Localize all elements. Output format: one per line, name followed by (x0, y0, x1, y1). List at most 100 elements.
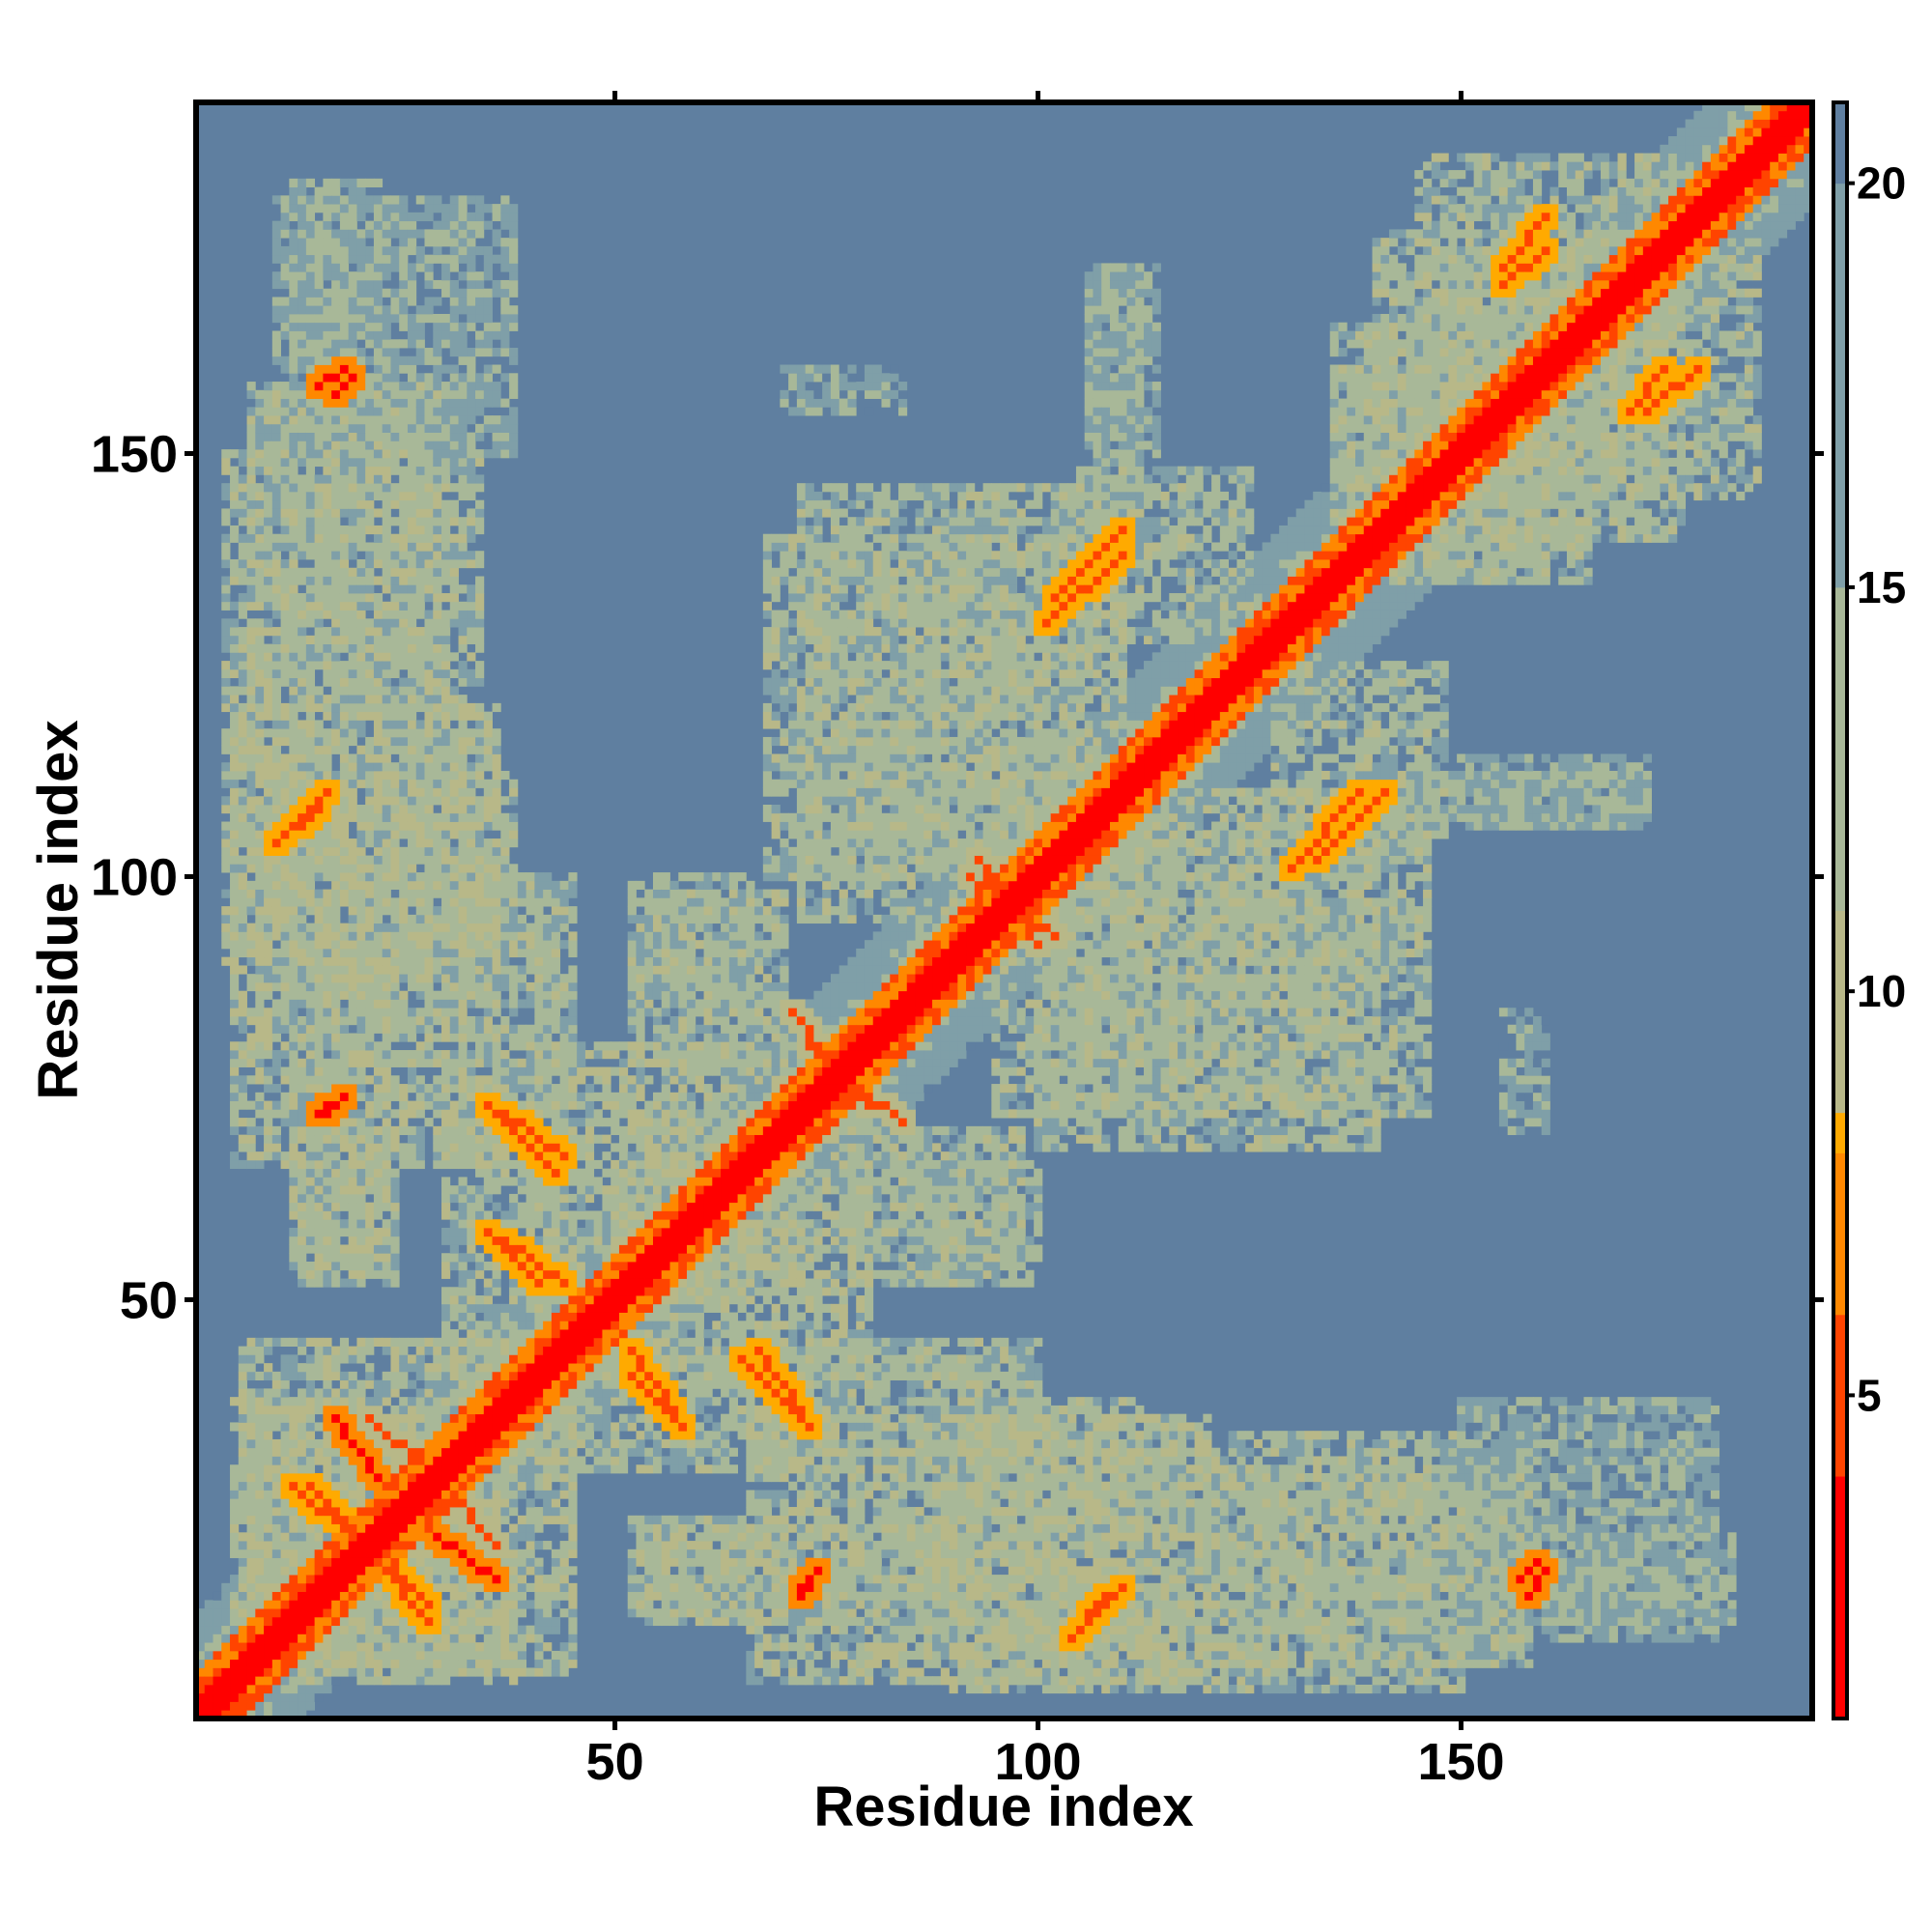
heatmap-cell (289, 1634, 298, 1643)
heatmap-cell (305, 1143, 316, 1152)
heatmap-cell (467, 1075, 476, 1085)
heatmap-cell (348, 1523, 357, 1533)
heatmap-cell (458, 339, 468, 349)
heatmap-cell (449, 1236, 459, 1245)
heatmap-cell (483, 1667, 493, 1677)
heatmap-cell (415, 668, 425, 679)
heatmap-cell (382, 974, 391, 983)
heatmap-cell (305, 1684, 316, 1694)
heatmap-cell (348, 1066, 357, 1076)
heatmap-cell (339, 1642, 350, 1652)
heatmap-cell (500, 415, 510, 425)
heatmap-cell (441, 1151, 451, 1161)
heatmap-cell (339, 1100, 350, 1110)
heatmap-cell (500, 974, 510, 983)
heatmap-cell (399, 601, 409, 611)
heatmap-cell (323, 635, 332, 644)
heatmap-cell (298, 1642, 307, 1652)
heatmap-cell (483, 1346, 493, 1355)
heatmap-cell (441, 330, 451, 340)
heatmap-cell (365, 407, 375, 416)
heatmap-cell (255, 981, 265, 992)
heatmap-cell (449, 1379, 459, 1389)
heatmap-cell (475, 1490, 485, 1499)
heatmap-cell (382, 1447, 391, 1457)
heatmap-cell (298, 981, 307, 992)
heatmap-cell (323, 1058, 332, 1067)
heatmap-cell (467, 956, 476, 966)
heatmap-cell (264, 382, 273, 391)
heatmap-cell (339, 533, 350, 543)
heatmap-cell (331, 956, 341, 966)
heatmap-cell (441, 593, 451, 603)
heatmap-cell (390, 1075, 400, 1085)
heatmap-cell (500, 1541, 510, 1550)
heatmap-cell (399, 1405, 409, 1415)
heatmap-cell (382, 948, 391, 958)
heatmap-cell (365, 661, 375, 670)
heatmap-cell (238, 1084, 247, 1094)
heatmap-cell (323, 1066, 332, 1076)
heatmap-cell (238, 1515, 247, 1524)
heatmap-cell (483, 1177, 493, 1186)
heatmap-cell (382, 897, 391, 907)
heatmap-cell (230, 1548, 240, 1558)
heatmap-cell (289, 686, 298, 696)
heatmap-cell (221, 838, 231, 848)
heatmap-cell (204, 1625, 213, 1634)
heatmap-cell (314, 1253, 324, 1263)
heatmap-cell (314, 1278, 324, 1288)
heatmap-cell (399, 238, 409, 247)
heatmap-cell (365, 1337, 375, 1347)
heatmap-cell (390, 711, 400, 721)
heatmap-cell (407, 981, 417, 992)
heatmap-cell (390, 1363, 400, 1373)
heatmap-cell (500, 322, 510, 331)
heatmap-cell (458, 1177, 468, 1186)
heatmap-cell (271, 457, 281, 468)
heatmap-cell (373, 195, 384, 205)
heatmap-cell (399, 339, 409, 349)
heatmap-cell (255, 838, 265, 848)
heatmap-cell (475, 753, 485, 763)
heatmap-cell (348, 931, 357, 941)
heatmap-cell (314, 812, 324, 822)
heatmap-cell (467, 1287, 476, 1296)
heatmap-cell (365, 220, 375, 230)
heatmap-cell (264, 1515, 273, 1524)
heatmap-cell (449, 1185, 459, 1195)
heatmap-cell (441, 1447, 451, 1457)
heatmap-cell (365, 263, 375, 272)
heatmap-cell (365, 914, 375, 924)
heatmap-cell (289, 880, 298, 890)
heatmap-cell (424, 872, 434, 882)
heatmap-cell (271, 348, 281, 357)
heatmap-cell (356, 1397, 366, 1406)
heatmap-cell (382, 322, 391, 331)
heatmap-cell (475, 229, 485, 239)
heatmap-cell (255, 1515, 265, 1524)
heatmap-cell (433, 643, 442, 653)
heatmap-cell (221, 643, 231, 653)
heatmap-cell (441, 1134, 451, 1144)
heatmap-cell (271, 745, 281, 754)
heatmap-cell (305, 1092, 316, 1101)
heatmap-cell (407, 956, 417, 966)
heatmap-cell (415, 355, 425, 365)
heatmap-cell (365, 1438, 375, 1449)
heatmap-cell (449, 382, 459, 391)
heatmap-cell (373, 1015, 384, 1026)
heatmap-cell (449, 1312, 459, 1321)
heatmap-cell (331, 728, 341, 738)
heatmap-cell (238, 948, 247, 958)
heatmap-cell (339, 1253, 350, 1263)
heatmap-cell (492, 1431, 501, 1440)
heatmap-cell (298, 279, 307, 290)
heatmap-cell (500, 1337, 510, 1347)
heatmap-cell (458, 288, 468, 298)
heatmap-cell (467, 297, 476, 306)
heatmap-cell (246, 474, 256, 484)
heatmap-cell (441, 279, 451, 290)
heatmap-cell (415, 770, 425, 781)
heatmap-cell (424, 999, 434, 1009)
